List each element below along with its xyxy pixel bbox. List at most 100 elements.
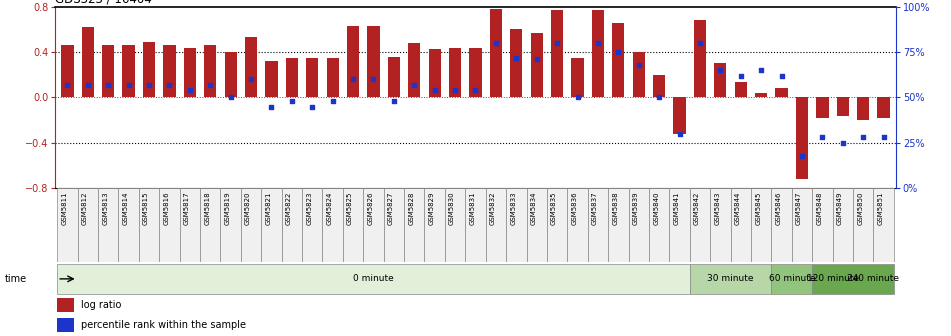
Text: GSM5838: GSM5838 xyxy=(612,192,618,225)
FancyBboxPatch shape xyxy=(812,188,832,262)
Point xyxy=(876,135,891,140)
Bar xyxy=(531,33,543,97)
Text: GSM5839: GSM5839 xyxy=(632,192,639,225)
FancyBboxPatch shape xyxy=(465,188,486,262)
Bar xyxy=(734,82,747,97)
Text: GSM5841: GSM5841 xyxy=(673,192,680,225)
Point xyxy=(591,40,606,46)
FancyBboxPatch shape xyxy=(730,188,751,262)
FancyBboxPatch shape xyxy=(608,188,629,262)
Text: 60 minute: 60 minute xyxy=(768,275,815,283)
FancyBboxPatch shape xyxy=(771,188,792,262)
Text: GSM5840: GSM5840 xyxy=(653,192,659,225)
FancyBboxPatch shape xyxy=(445,188,465,262)
FancyBboxPatch shape xyxy=(792,188,812,262)
Text: GSM5822: GSM5822 xyxy=(286,192,292,225)
Text: GSM5831: GSM5831 xyxy=(470,192,476,225)
Text: GSM5846: GSM5846 xyxy=(776,192,782,225)
Point xyxy=(753,68,768,73)
Text: GSM5847: GSM5847 xyxy=(796,192,802,225)
Text: 30 minute: 30 minute xyxy=(708,275,754,283)
Text: GSM5818: GSM5818 xyxy=(204,192,210,225)
FancyBboxPatch shape xyxy=(221,188,241,262)
Bar xyxy=(470,47,481,97)
Text: 240 minute: 240 minute xyxy=(847,275,900,283)
Point xyxy=(529,57,544,62)
Point xyxy=(712,68,728,73)
Bar xyxy=(796,97,808,179)
FancyBboxPatch shape xyxy=(322,188,343,262)
Point xyxy=(550,40,565,46)
FancyBboxPatch shape xyxy=(689,188,710,262)
Point xyxy=(835,140,850,145)
Text: GSM5833: GSM5833 xyxy=(511,192,516,225)
Point xyxy=(733,73,748,78)
Bar xyxy=(184,47,196,97)
FancyBboxPatch shape xyxy=(343,188,363,262)
Point xyxy=(488,40,503,46)
Bar xyxy=(367,26,379,97)
Point xyxy=(774,73,789,78)
Point xyxy=(325,98,340,104)
Point xyxy=(80,82,95,87)
Bar xyxy=(572,58,584,97)
Bar xyxy=(653,75,666,97)
Text: GSM5819: GSM5819 xyxy=(224,192,231,225)
FancyBboxPatch shape xyxy=(670,188,689,262)
Point xyxy=(366,77,381,82)
FancyBboxPatch shape xyxy=(159,188,180,262)
Point xyxy=(142,82,157,87)
Point xyxy=(631,62,647,68)
Point xyxy=(509,55,524,60)
Bar xyxy=(449,47,461,97)
FancyBboxPatch shape xyxy=(424,188,445,262)
FancyBboxPatch shape xyxy=(689,264,771,294)
FancyBboxPatch shape xyxy=(547,188,568,262)
FancyBboxPatch shape xyxy=(57,188,78,262)
Text: GSM5817: GSM5817 xyxy=(184,192,190,225)
Text: GSM5813: GSM5813 xyxy=(102,192,108,225)
FancyBboxPatch shape xyxy=(241,188,262,262)
Point xyxy=(203,82,218,87)
FancyBboxPatch shape xyxy=(486,188,506,262)
Point xyxy=(856,135,871,140)
Point xyxy=(60,82,75,87)
Text: GSM5843: GSM5843 xyxy=(714,192,720,225)
Text: GSM5851: GSM5851 xyxy=(878,192,883,225)
Text: GSM5842: GSM5842 xyxy=(694,192,700,225)
Text: GSM5828: GSM5828 xyxy=(408,192,415,225)
Bar xyxy=(164,45,176,97)
Bar xyxy=(775,88,787,97)
Text: GSM5850: GSM5850 xyxy=(857,192,864,225)
FancyBboxPatch shape xyxy=(139,188,159,262)
Point xyxy=(570,95,585,100)
FancyBboxPatch shape xyxy=(588,188,608,262)
Point xyxy=(815,135,830,140)
FancyBboxPatch shape xyxy=(98,188,119,262)
Point xyxy=(794,153,809,158)
Bar xyxy=(837,97,849,116)
Bar xyxy=(143,42,155,97)
FancyBboxPatch shape xyxy=(200,188,221,262)
Point xyxy=(672,131,688,136)
FancyBboxPatch shape xyxy=(78,188,98,262)
FancyBboxPatch shape xyxy=(57,264,689,294)
FancyBboxPatch shape xyxy=(262,188,281,262)
Point xyxy=(263,104,279,109)
FancyBboxPatch shape xyxy=(771,264,812,294)
FancyBboxPatch shape xyxy=(873,188,894,262)
Point xyxy=(611,49,626,55)
Text: GSM5849: GSM5849 xyxy=(837,192,843,225)
FancyBboxPatch shape xyxy=(302,188,322,262)
Text: GSM5824: GSM5824 xyxy=(326,192,333,225)
Text: 0 minute: 0 minute xyxy=(353,275,394,283)
Point xyxy=(243,77,259,82)
FancyBboxPatch shape xyxy=(57,298,74,312)
Text: GSM5845: GSM5845 xyxy=(755,192,761,225)
FancyBboxPatch shape xyxy=(751,188,771,262)
Point xyxy=(162,82,177,87)
Text: 120 minute: 120 minute xyxy=(806,275,859,283)
Text: GSM5825: GSM5825 xyxy=(347,192,353,225)
Bar xyxy=(429,49,441,97)
Point xyxy=(183,87,198,93)
